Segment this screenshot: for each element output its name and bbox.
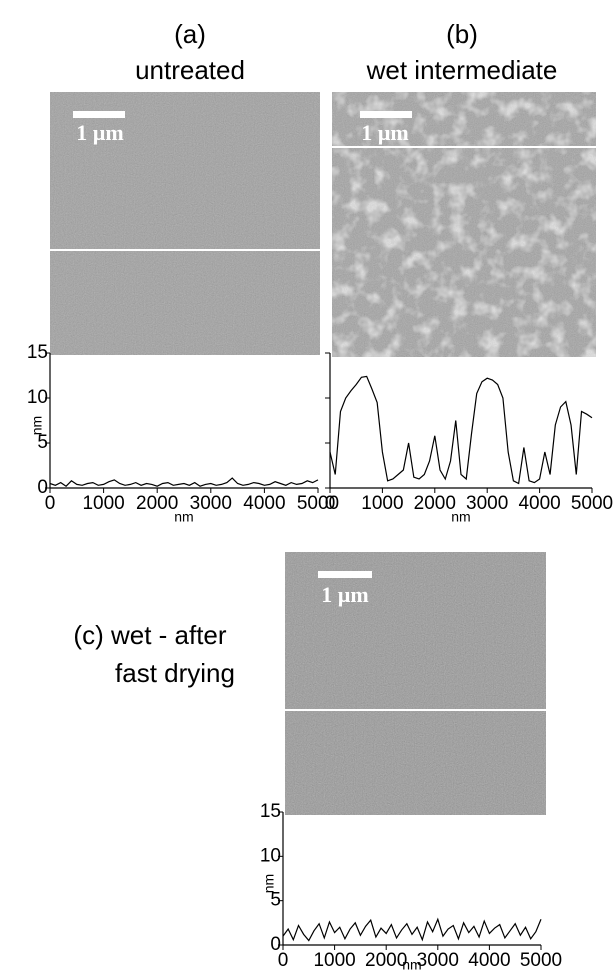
panel-caption: fast drying — [115, 658, 235, 688]
x-tick-label: 0 — [325, 493, 336, 514]
x-tick-label: 4000 — [518, 493, 560, 514]
y-tick-label: 15 — [27, 342, 48, 363]
y-tick-label: 10 — [27, 387, 48, 408]
x-axis-label: nm — [402, 957, 421, 971]
x-tick-label: 5000 — [297, 493, 339, 514]
x-tick-label: 5000 — [520, 950, 562, 971]
x-tick-label: 2000 — [365, 950, 407, 971]
scale-bar-label: 1 µm — [361, 120, 409, 145]
x-tick-label: 2000 — [136, 493, 178, 514]
panel-label: (b) — [446, 19, 478, 49]
profile-line — [282, 917, 542, 942]
x-tick-label: 3000 — [466, 493, 508, 514]
x-tick-label: 1000 — [82, 493, 124, 514]
y-tick-label: 10 — [260, 845, 281, 866]
x-tick-label: 4000 — [243, 493, 285, 514]
afm-texture — [50, 92, 320, 355]
scale-bar — [73, 111, 125, 118]
y-tick-label: 5 — [270, 890, 281, 911]
scale-bar — [318, 571, 372, 578]
panel-caption: (c) wet - after — [73, 620, 226, 650]
x-tick-label: 0 — [278, 950, 289, 971]
x-tick-label: 3000 — [190, 493, 232, 514]
y-tick-label: 15 — [260, 801, 281, 822]
x-axis-label: nm — [451, 509, 470, 525]
scale-bar — [360, 111, 412, 118]
panel-caption: untreated — [135, 55, 245, 85]
y-tick-label: 5 — [37, 432, 48, 453]
x-tick-label: 3000 — [417, 950, 459, 971]
profile-line — [329, 375, 593, 485]
y-tick-label: 0 — [270, 934, 281, 955]
y-tick-label: 0 — [37, 477, 48, 498]
y-axis-label: nm — [261, 874, 277, 893]
panel-caption: wet intermediate — [366, 55, 558, 85]
scale-bar-label: 1 µm — [76, 120, 124, 145]
x-tick-label: 4000 — [468, 950, 510, 971]
x-tick-label: 5000 — [571, 493, 613, 514]
x-axis-label: nm — [174, 509, 193, 525]
profile-line — [49, 477, 319, 487]
x-tick-label: 0 — [45, 493, 56, 514]
afm-texture — [285, 552, 546, 815]
x-tick-label: 2000 — [414, 493, 456, 514]
y-axis-label: nm — [29, 416, 45, 435]
scale-bar-label: 1 µm — [321, 582, 369, 607]
afm-texture — [332, 92, 596, 357]
x-tick-label: 1000 — [361, 493, 403, 514]
x-tick-label: 1000 — [313, 950, 355, 971]
panel-label: (a) — [174, 19, 206, 49]
